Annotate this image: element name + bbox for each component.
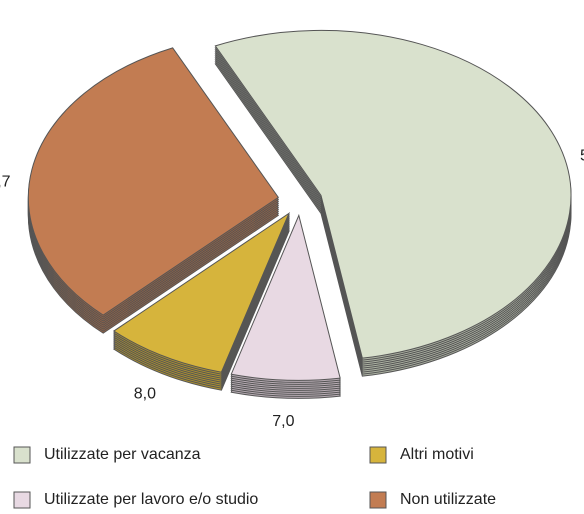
data-label: 7,0 bbox=[272, 413, 294, 430]
legend-item: Utilizzate per vacanza bbox=[13, 446, 201, 464]
legend-swatch bbox=[369, 491, 387, 509]
pie-slice bbox=[27, 47, 280, 316]
legend-label: Utilizzate per vacanza bbox=[44, 446, 201, 463]
legend-swatch bbox=[13, 446, 31, 464]
legend-label: Utilizzate per lavoro e/o studio bbox=[44, 491, 258, 508]
legend-item: Altri motivi bbox=[369, 446, 474, 464]
data-label: 30,7 bbox=[0, 174, 11, 191]
pie-slice bbox=[214, 29, 572, 359]
pie-slice bbox=[112, 211, 291, 373]
legend-swatch bbox=[13, 491, 31, 509]
legend-swatch bbox=[369, 446, 387, 464]
pie-slice bbox=[230, 213, 341, 381]
legend-label: Altri motivi bbox=[400, 446, 474, 463]
legend-item: Utilizzate per lavoro e/o studio bbox=[13, 491, 258, 509]
data-label: 54,3 bbox=[580, 147, 584, 164]
legend-label: Non utilizzate bbox=[400, 491, 496, 508]
data-label: 8,0 bbox=[134, 386, 156, 403]
legend-item: Non utilizzate bbox=[369, 491, 496, 509]
